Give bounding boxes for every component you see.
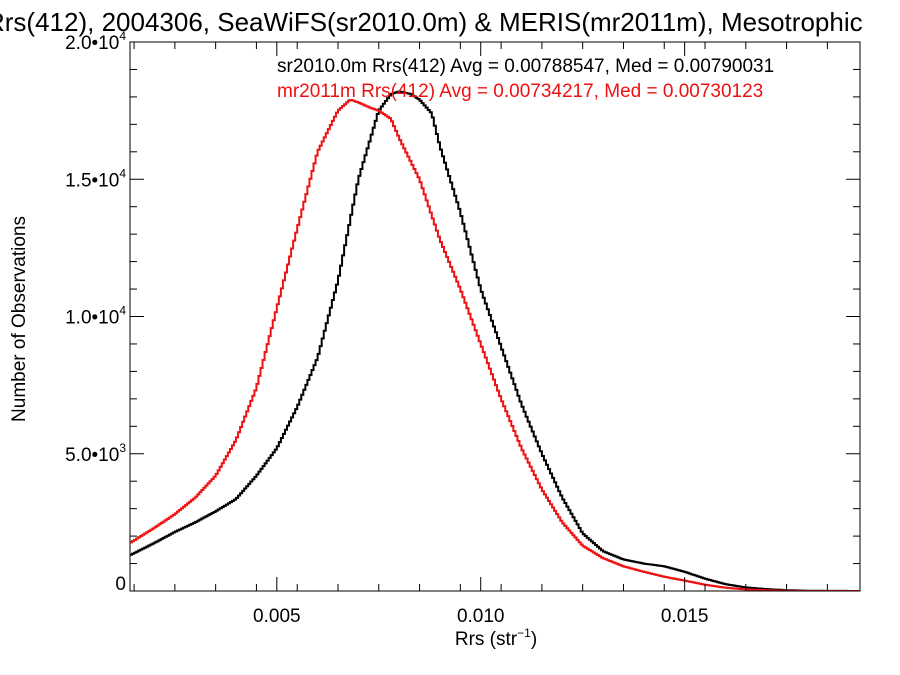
y-tick-label: 2.0•104 <box>65 29 126 54</box>
series-line-mr2011m <box>130 98 860 591</box>
y-tick-label: 5.0•103 <box>65 441 126 466</box>
y-axis-label: Number of Observations <box>9 216 30 422</box>
x-axis-label: Rrs (str−1) <box>455 626 537 650</box>
plot-frame <box>129 41 861 592</box>
chart-title: Rrs(412), 2004306, SeaWiFS(sr2010.0m) & … <box>0 7 863 37</box>
y-tick-label: 1.5•104 <box>65 166 126 191</box>
series-line-sr2010-0m <box>130 90 860 591</box>
y-tick-label: 1.0•104 <box>65 304 126 329</box>
series-layer <box>130 90 860 591</box>
legend-entry-sr2010-0m: sr2010.0m Rrs(412) Avg = 0.00788547, Med… <box>277 56 774 77</box>
x-tick-label: 0.015 <box>661 606 709 627</box>
y-tick-label: 0 <box>115 574 126 595</box>
x-tick-label: 0.005 <box>253 606 301 627</box>
x-tick-label: 0.010 <box>457 606 505 627</box>
legend-entry-mr2011m: mr2011m Rrs(412) Avg = 0.00734217, Med =… <box>277 81 763 102</box>
tick-layer: 0.005 0.010 0.015 0 5.0•103 1.0•104 1.5•104 2.0… <box>65 29 860 627</box>
